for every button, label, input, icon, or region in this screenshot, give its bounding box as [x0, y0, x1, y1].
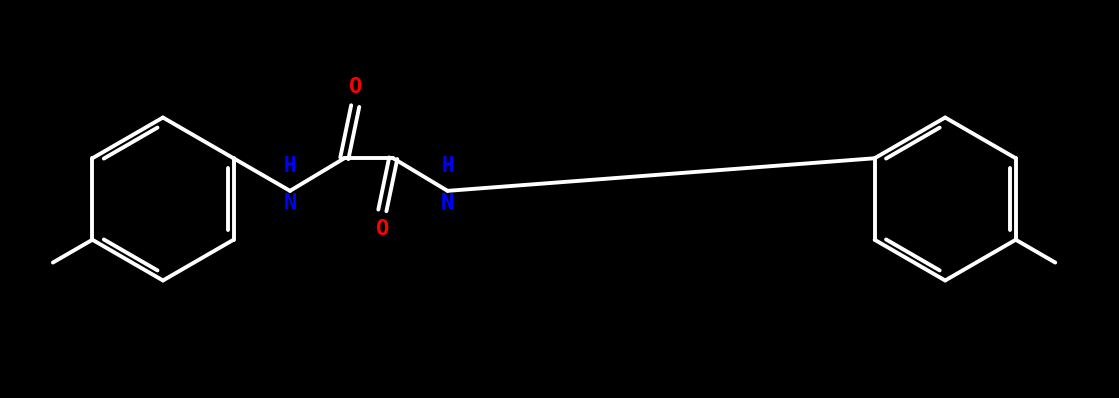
- Text: H: H: [441, 156, 454, 176]
- Text: O: O: [348, 78, 361, 98]
- Text: H: H: [284, 156, 297, 176]
- Text: N: N: [441, 193, 454, 213]
- Text: N: N: [283, 193, 297, 213]
- Text: O: O: [376, 219, 389, 239]
